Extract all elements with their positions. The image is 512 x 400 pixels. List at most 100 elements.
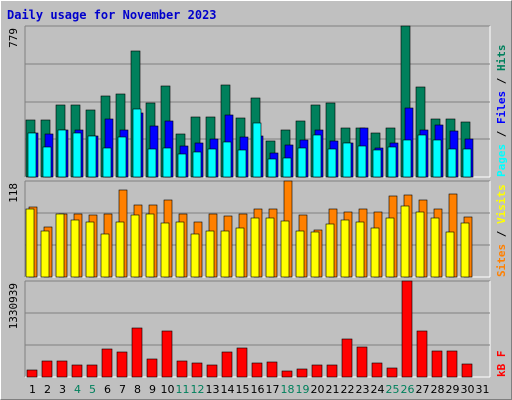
bar-visits	[100, 233, 110, 278]
chart-title: Daily usage for November 2023	[7, 8, 217, 22]
x-tick-label: 12	[191, 383, 205, 396]
bar-visits	[175, 221, 185, 278]
bar-kb-f	[26, 369, 38, 378]
x-tick-label: 24	[371, 383, 385, 396]
bar-kb-f	[341, 338, 353, 378]
bar-kb-f	[371, 362, 383, 378]
bar-kb-f	[281, 370, 293, 378]
bar-kb-f	[461, 363, 473, 378]
bar-visits	[145, 213, 155, 278]
bar-kb-f	[446, 350, 458, 378]
bar-kb-f	[401, 280, 413, 378]
legend-entry: kB F	[495, 351, 508, 378]
bar-pages	[222, 141, 232, 178]
legend-entry: Sites	[495, 244, 508, 277]
x-tick-label: 10	[161, 383, 175, 396]
bar-kb-f	[236, 347, 248, 378]
x-tick-label: 20	[311, 383, 325, 396]
x-tick-label: 31	[476, 383, 490, 396]
bar-kb-f	[386, 367, 398, 378]
bar-pages	[342, 142, 352, 178]
bar-kb-f	[101, 348, 113, 378]
bar-visits	[355, 221, 365, 278]
x-tick-label: 22	[341, 383, 355, 396]
bar-kb-f	[266, 361, 278, 378]
bar-pages	[27, 132, 37, 178]
x-tick-label: 5	[89, 383, 96, 396]
bar-visits	[70, 219, 80, 278]
bar-pages	[252, 122, 262, 178]
legend: Pages / Files / Hits	[495, 45, 508, 178]
bar-visits	[160, 222, 170, 278]
x-tick-label: 30	[461, 383, 475, 396]
bar-pages	[192, 151, 202, 178]
bar-pages	[162, 147, 172, 178]
bar-kb-f	[71, 364, 83, 378]
bar-visits	[235, 227, 245, 278]
bar-pages	[117, 136, 127, 178]
bar-visits	[250, 217, 260, 278]
bar-kb-f	[221, 351, 233, 378]
x-tick-label: 25	[386, 383, 400, 396]
bar-kb-f	[41, 360, 53, 378]
bar-pages	[312, 134, 322, 178]
bar-pages	[357, 145, 367, 178]
bar-pages	[297, 147, 307, 178]
bar-kb-f	[311, 364, 323, 378]
bar-pages	[42, 146, 52, 178]
x-tick-label: 6	[104, 383, 111, 396]
bar-pages	[402, 139, 412, 178]
legend-entry: Pages	[495, 144, 508, 177]
bar-pages	[447, 148, 457, 178]
bar-visits	[55, 213, 65, 278]
bar-visits	[385, 217, 395, 278]
legend: kB F	[495, 351, 508, 378]
bar-kb-f	[176, 360, 188, 378]
y-max-label: 118	[7, 183, 20, 203]
bar-kb-f	[86, 364, 98, 378]
legend-entry: Visits	[495, 184, 508, 224]
bar-visits	[115, 221, 125, 278]
bar-visits	[130, 214, 140, 278]
bar-visits	[295, 230, 305, 278]
x-tick-label: 29	[446, 383, 460, 396]
bar-pages	[267, 158, 277, 178]
bar-visits	[445, 231, 455, 278]
bar-pages	[57, 129, 67, 178]
bar-visits	[310, 231, 320, 278]
legend-separator: /	[495, 224, 508, 244]
bar-pages	[147, 148, 157, 178]
bar-pages	[387, 146, 397, 178]
bar-kb-f	[116, 351, 128, 378]
bar-pages	[102, 147, 112, 178]
bar-kb-f	[326, 364, 338, 378]
bar-visits	[265, 217, 275, 278]
bar-kb-f	[206, 364, 218, 378]
x-tick-label: 3	[59, 383, 66, 396]
bar-visits	[415, 211, 425, 278]
x-tick-label: 9	[149, 383, 156, 396]
bar-visits	[220, 230, 230, 278]
bar-visits	[340, 219, 350, 278]
bar-kb-f	[161, 330, 173, 378]
bar-kb-f	[191, 362, 203, 378]
bar-kb-f	[431, 350, 443, 378]
bar-visits	[400, 205, 410, 278]
bar-pages	[432, 139, 442, 178]
x-tick-label: 18	[281, 383, 295, 396]
legend-separator: /	[495, 71, 508, 91]
bar-visits	[460, 222, 470, 278]
bar-pages	[237, 149, 247, 178]
bar-pages	[462, 148, 472, 178]
bar-visits	[280, 220, 290, 278]
bar-pages	[177, 153, 187, 178]
x-tick-label: 2	[44, 383, 51, 396]
x-tick-label: 7	[119, 383, 126, 396]
bar-kb-f	[296, 368, 308, 378]
bar-kb-f	[56, 360, 68, 378]
x-tick-label: 28	[431, 383, 445, 396]
bar-kb-f	[131, 327, 143, 378]
legend-separator: /	[495, 124, 508, 144]
bar-visits	[40, 230, 50, 278]
